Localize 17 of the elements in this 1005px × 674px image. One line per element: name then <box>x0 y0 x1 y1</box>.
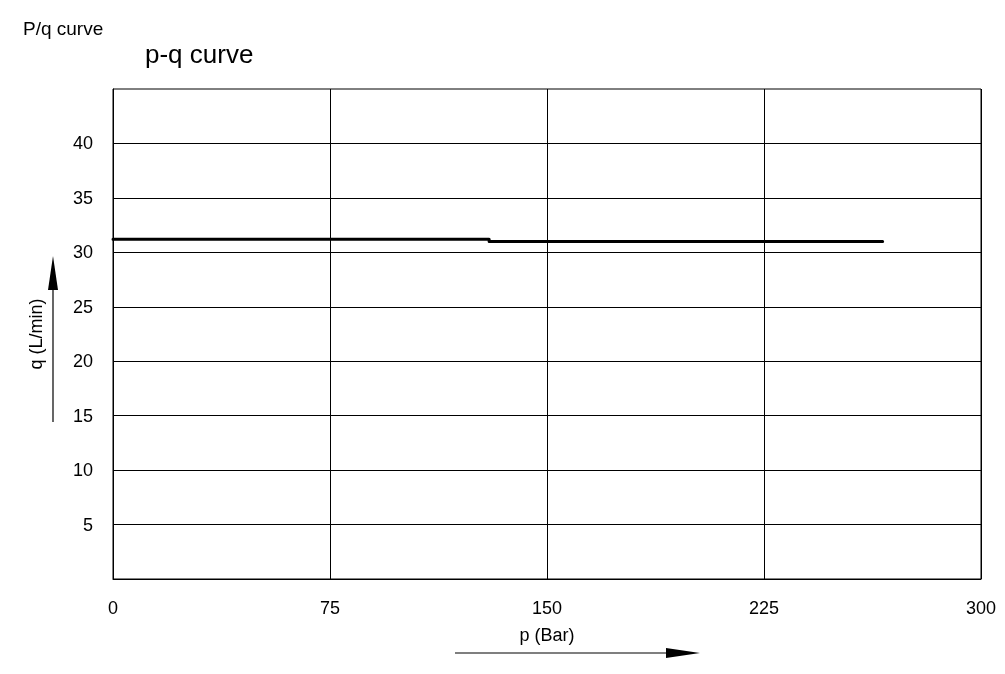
y-tick-label: 30 <box>72 242 93 263</box>
x-tick-label: 225 <box>748 598 780 618</box>
y-tick-label: 5 <box>82 514 93 535</box>
y-tick-label: 10 <box>72 460 93 481</box>
x-axis-title: p (Bar) <box>519 625 575 645</box>
y-tick-label: 35 <box>72 187 93 208</box>
x-tick-label: 0 <box>107 598 119 618</box>
y-axis-title: q (L/min) <box>26 298 46 370</box>
y-tick-label: 25 <box>72 296 93 317</box>
y-tick-label: 15 <box>72 405 93 426</box>
x-tick-label: 75 <box>319 598 341 618</box>
chart-title: P/q curve <box>23 18 104 39</box>
chart-subtitle: p-q curve <box>145 39 254 69</box>
x-tick-label: 150 <box>531 598 563 618</box>
x-tick-label: 300 <box>965 598 997 618</box>
y-tick-label: 40 <box>72 133 93 154</box>
y-tick-label: 20 <box>72 351 93 372</box>
